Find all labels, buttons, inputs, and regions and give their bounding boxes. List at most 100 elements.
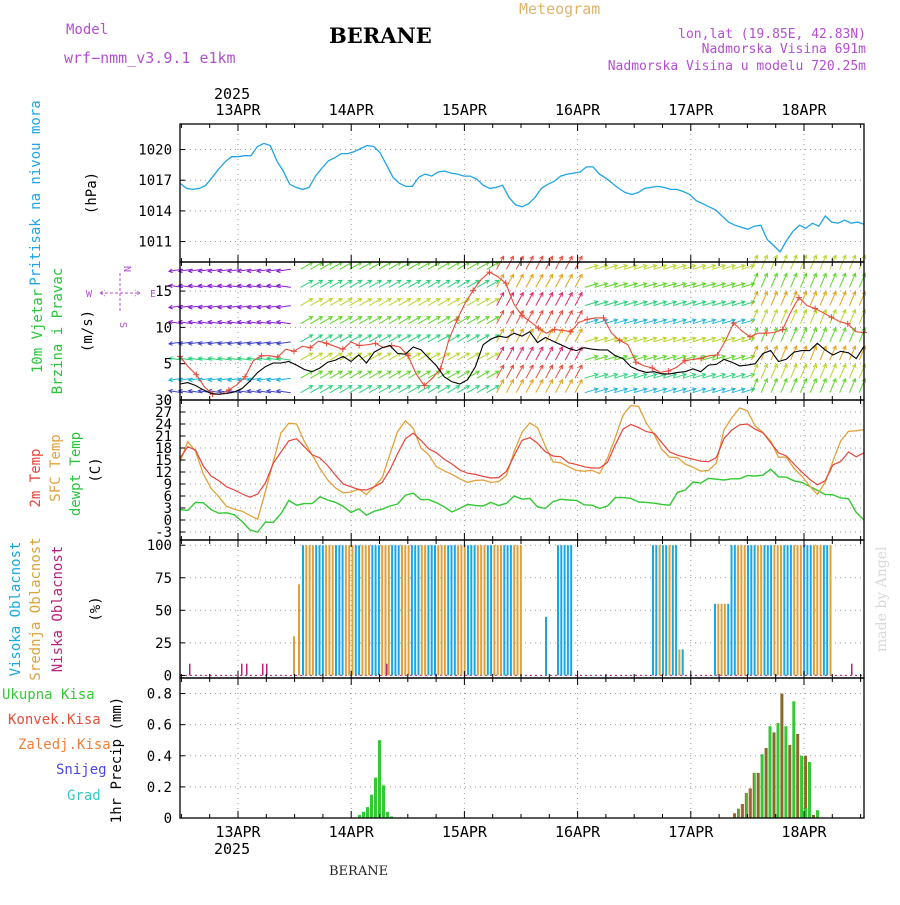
cloud-bar	[753, 545, 756, 676]
wind-arrow	[770, 290, 778, 306]
wind-arrow	[819, 345, 827, 361]
cloud-bar	[723, 603, 726, 676]
wind-arrow	[653, 264, 668, 270]
pressure-frame	[179, 123, 865, 263]
wind-arrow	[643, 372, 658, 379]
precip-bar	[366, 807, 369, 818]
wind-arrow	[535, 273, 544, 288]
wind-arrow	[770, 326, 778, 343]
wind-arrow	[848, 377, 857, 393]
cloud-bar	[786, 545, 789, 676]
wind-arrow	[672, 354, 688, 361]
wind-arrow	[780, 377, 788, 393]
wind-arrow	[672, 282, 687, 288]
x-tick-top-14APR: 14APR	[329, 101, 375, 119]
wind-arrow	[427, 385, 441, 394]
wind-arrow	[731, 354, 746, 361]
cloud-bar	[671, 545, 674, 676]
cloud-bar	[743, 545, 746, 676]
wind-arrow	[515, 378, 524, 393]
wind-gust-marker	[828, 314, 835, 321]
wind-gust-marker	[730, 320, 737, 327]
wind-arrow	[476, 316, 490, 325]
wind-arrow	[525, 273, 534, 288]
precip-bar	[788, 744, 792, 818]
low-cloud-bar	[189, 663, 191, 676]
wind-arrow	[584, 282, 599, 288]
wind-arrow	[721, 300, 737, 307]
wind-arrow	[319, 352, 334, 361]
wind-arrow	[839, 290, 847, 306]
wind-arrow	[623, 336, 638, 343]
wind-arrow	[702, 387, 717, 394]
cloud-bar	[668, 545, 671, 676]
precip-ytick-0.4: 0.4	[147, 749, 172, 765]
wind-arrow	[839, 345, 847, 361]
wind-arrow	[633, 336, 648, 343]
cloud-bar	[789, 545, 792, 676]
precip-bar	[808, 762, 811, 818]
wind-arrow	[535, 309, 544, 324]
pressure-ytick-1020: 1020	[138, 143, 172, 159]
cloud-bar	[652, 545, 654, 676]
cloud-bar	[414, 545, 417, 676]
wind-arrow	[466, 352, 481, 361]
cloud-bar	[773, 545, 776, 676]
wind-arrow	[672, 387, 687, 394]
wind-arrow	[300, 334, 314, 343]
wind-arrow	[614, 387, 629, 394]
wind-arrow	[584, 336, 599, 343]
temperature-ytick--3: -3	[155, 525, 172, 541]
x-tick-top-17APR: 17APR	[668, 101, 714, 119]
wind-arrow	[417, 385, 432, 394]
precip-bar	[796, 734, 800, 818]
wind-arrow	[731, 282, 746, 288]
wind-arrow	[447, 298, 461, 307]
wind-arrow	[437, 316, 451, 325]
wind-arrow	[682, 300, 697, 307]
wind-arrow	[476, 334, 490, 343]
wind-arrow	[339, 370, 353, 379]
wind-arrow	[545, 364, 554, 379]
wind-arrow	[457, 279, 471, 288]
cloud-bar	[681, 649, 684, 676]
wind-arrow	[819, 377, 827, 393]
wind-arrow	[564, 364, 573, 379]
wind-arrow	[594, 372, 609, 379]
wind-arrow	[310, 279, 324, 288]
wind-arrow	[760, 363, 769, 379]
wind-arrow	[584, 354, 599, 361]
wind-gust-marker	[779, 326, 786, 333]
wind-arrow	[466, 385, 481, 394]
wind-arrow	[663, 354, 678, 361]
wind-arrow	[359, 385, 373, 394]
wind-arrow	[682, 372, 697, 379]
wind-arrow	[721, 264, 737, 270]
wind-arrow	[408, 316, 422, 325]
precip-bar	[756, 772, 760, 818]
cloud-bar	[737, 545, 740, 676]
wind-arrow	[672, 300, 688, 307]
wind-gust-marker	[421, 382, 428, 389]
cloud-bar	[354, 545, 357, 676]
precip-bar	[362, 811, 365, 818]
wind-arrow	[398, 385, 412, 394]
cloud-bar	[809, 545, 812, 676]
cloud-bar	[496, 545, 499, 676]
wind-arrow	[457, 352, 471, 361]
cloud-bar	[430, 545, 433, 676]
wind-arrow	[408, 370, 422, 379]
wind-arrow	[721, 318, 736, 325]
wind-arrow	[790, 345, 798, 361]
wind-gust-marker	[551, 326, 558, 333]
wind-arrow	[584, 372, 599, 379]
footer-station: BERANE	[329, 864, 388, 879]
wind-arrow	[329, 370, 343, 379]
wind-arrow	[496, 255, 505, 270]
cloud-bar	[806, 545, 809, 676]
wind-arrow	[809, 326, 818, 343]
temp-ylabel-2m: 2m Temp	[28, 448, 44, 507]
cloud-bar	[500, 545, 502, 676]
wind-gust-marker	[486, 269, 493, 276]
cloud-bar	[394, 545, 397, 676]
